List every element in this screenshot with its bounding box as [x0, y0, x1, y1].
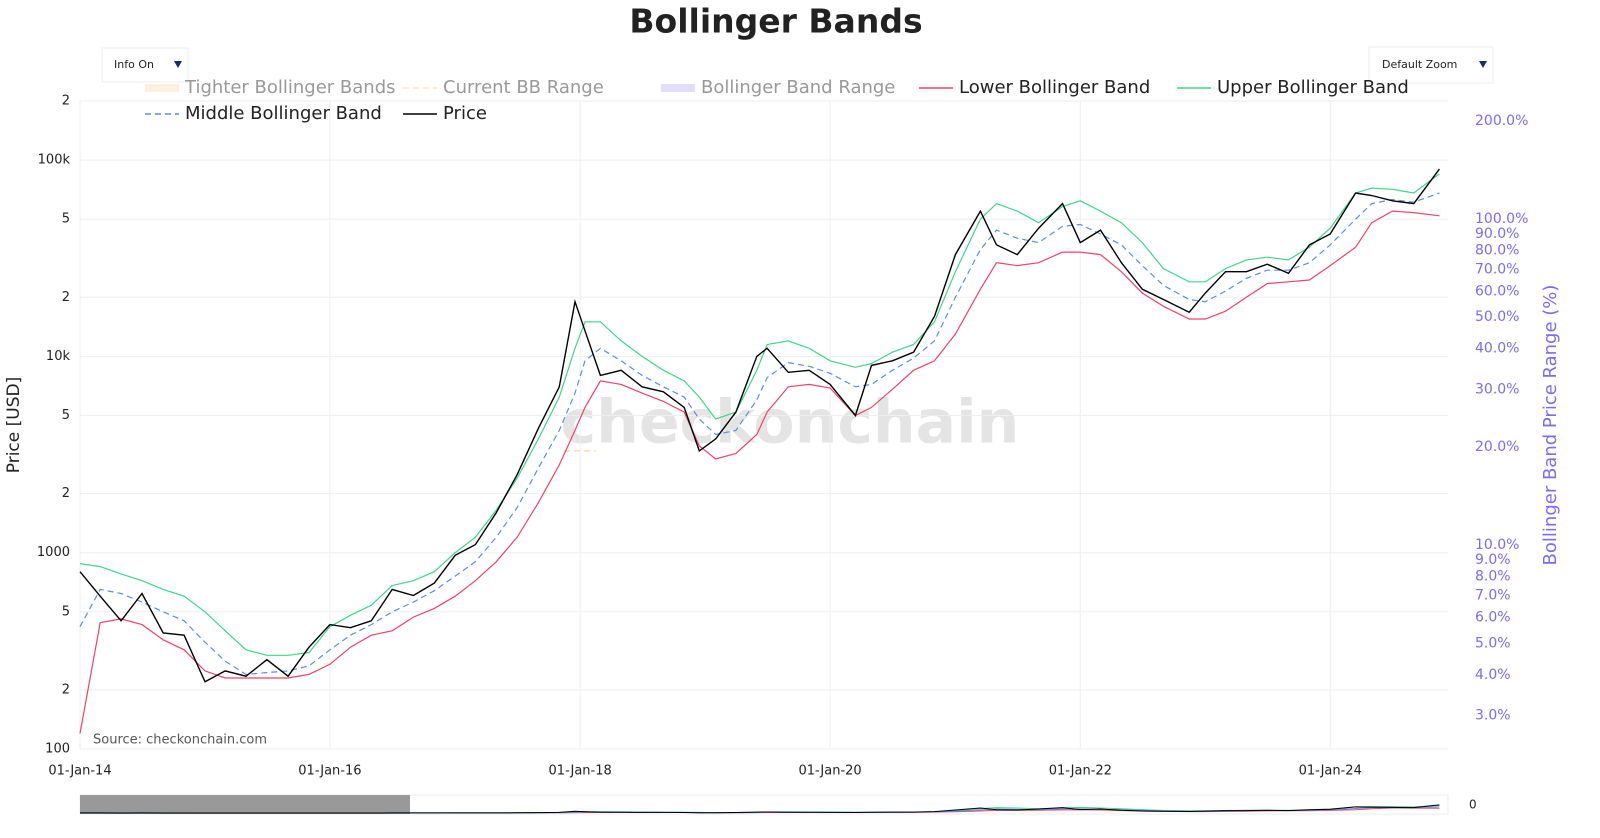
y-tick-label: 100k [38, 153, 71, 168]
legend-label: Middle Bollinger Band [185, 103, 382, 124]
watermark: checkonchain [561, 388, 1020, 458]
y-tick-label: 2 [62, 486, 70, 501]
y-tick-label: 2 [62, 94, 70, 109]
y2-tick-label: 7.0% [1475, 588, 1511, 604]
legend-label: Current BB Range [443, 77, 604, 98]
chart-title: Bollinger Bands [629, 2, 922, 41]
legend-item[interactable]: Tighter Bollinger Bands [145, 77, 396, 98]
y-tick-label: 100 [45, 742, 70, 757]
zoom-dropdown[interactable]: Default Zoom [1368, 46, 1494, 84]
x-tick-label: 01-Jan-20 [798, 764, 861, 779]
x-tick-label: 01-Jan-14 [48, 764, 111, 779]
x-tick-label: 01-Jan-16 [298, 764, 361, 779]
legend-item[interactable]: Bollinger Band Range [661, 77, 895, 98]
slider-line [80, 804, 1440, 814]
y-tick-label: 10k [46, 349, 71, 364]
x-tick-label: 01-Jan-18 [549, 764, 612, 779]
y2-tick-label: 3.0% [1475, 708, 1511, 724]
grid [79, 100, 1448, 750]
y2-tick-label: 100.0% [1475, 211, 1528, 227]
y2-tick-label: 5.0% [1475, 635, 1511, 651]
dropdown-box[interactable] [1368, 46, 1494, 84]
y2-tick-label: 70.0% [1475, 261, 1519, 277]
y2-tick-label: 40.0% [1475, 341, 1519, 357]
y2-tick-label: 8.0% [1475, 569, 1511, 585]
y2-tick-label: 6.0% [1475, 609, 1511, 625]
y2-tick-label: 50.0% [1475, 309, 1519, 325]
y2-tick-label: 20.0% [1475, 439, 1519, 455]
series-line [79, 173, 1440, 656]
dropdown-arrow[interactable] [174, 61, 182, 68]
y2-axis-label: Bollinger Band Price Range (%) [1540, 285, 1561, 566]
x-tick-label: 01-Jan-22 [1049, 764, 1112, 779]
series-line [79, 192, 1440, 676]
plot [79, 168, 1440, 734]
slider-label: 0 [1469, 798, 1477, 812]
dropdown-box[interactable] [101, 47, 189, 83]
legend-swatch [661, 84, 695, 92]
range-slider-mask[interactable] [80, 795, 410, 814]
legend-item[interactable]: Middle Bollinger Band [145, 103, 382, 124]
legend-label: Tighter Bollinger Bands [184, 77, 396, 98]
legend-label: Lower Bollinger Band [959, 77, 1150, 98]
y2-tick-label: 80.0% [1475, 243, 1519, 259]
legend-swatch [145, 84, 179, 92]
series-line [79, 168, 1440, 683]
y2-tick-label: 200.0% [1475, 113, 1528, 129]
legend-item[interactable]: Lower Bollinger Band [919, 77, 1150, 98]
dropdown-label[interactable]: Info On [114, 58, 154, 71]
legend-item[interactable]: Upper Bollinger Band [1177, 77, 1409, 98]
legend-label: Upper Bollinger Band [1217, 77, 1409, 98]
series-line [79, 210, 1440, 734]
legend-label: Bollinger Band Range [701, 77, 895, 98]
info-dropdown[interactable]: Info On [101, 47, 189, 83]
y2-tick-label: 60.0% [1475, 283, 1519, 299]
y-tick-label: 2 [62, 290, 70, 305]
y-tick-label: 5 [62, 408, 70, 423]
y2-tick-label: 90.0% [1475, 226, 1519, 242]
y-tick-label: 5 [62, 604, 70, 619]
legend-item[interactable]: Current BB Range [403, 77, 604, 98]
x-tick-label: 01-Jan-24 [1299, 764, 1362, 779]
y2-tick-label: 10.0% [1475, 537, 1519, 553]
dropdown-arrow[interactable] [1479, 61, 1487, 68]
y-tick-label: 1000 [37, 545, 70, 560]
y2-tick-label: 9.0% [1475, 552, 1511, 568]
legend-item[interactable]: Price [403, 103, 487, 124]
y2-tick-label: 4.0% [1475, 667, 1511, 683]
source-note: Source: checkonchain.com [93, 733, 267, 748]
y2-tick-label: 30.0% [1475, 381, 1519, 397]
y-axis-label: Price [USD] [4, 377, 24, 473]
y-tick-label: 2 [62, 682, 70, 697]
dropdown-label[interactable]: Default Zoom [1382, 58, 1457, 71]
legend-label: Price [443, 103, 487, 124]
y-tick-label: 5 [62, 212, 70, 227]
